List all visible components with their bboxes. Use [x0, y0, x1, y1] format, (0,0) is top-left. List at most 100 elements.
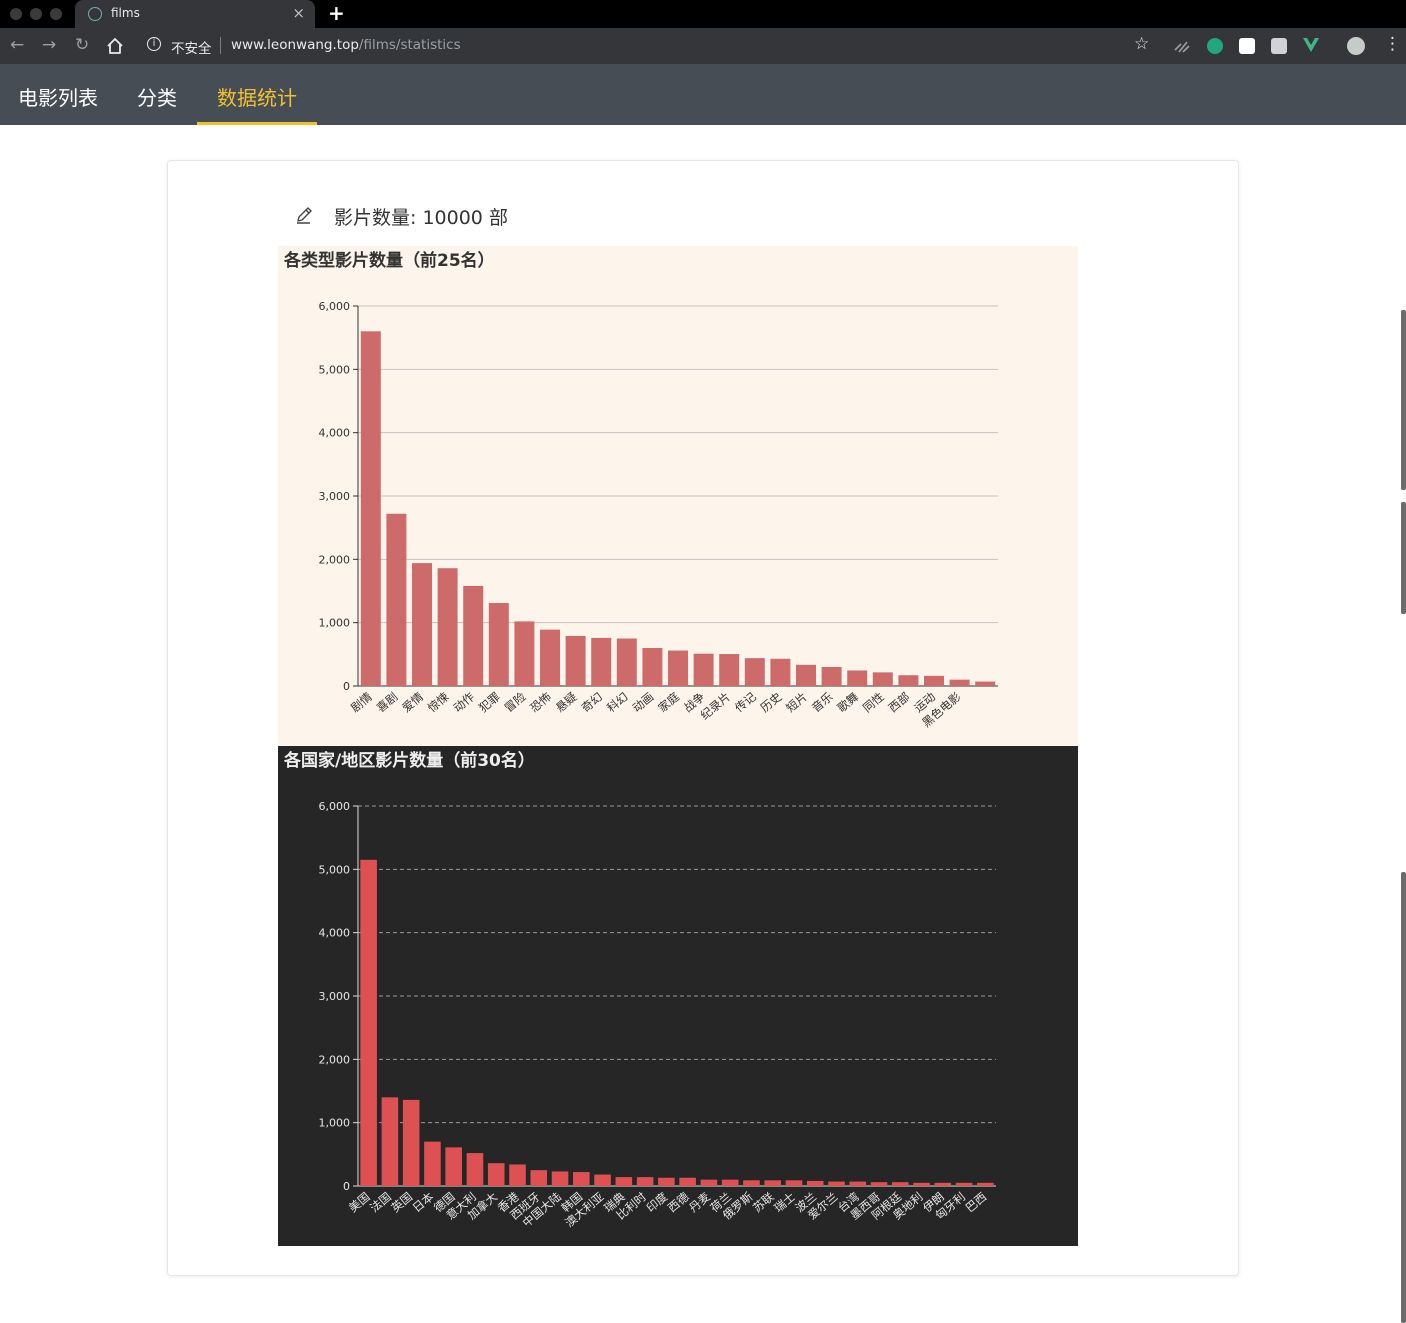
country-bar[interactable]	[785, 1180, 803, 1186]
home-icon[interactable]	[106, 37, 124, 55]
country-bar[interactable]	[594, 1174, 611, 1186]
browser-menu-icon[interactable]: ⋮	[1384, 34, 1401, 54]
bookmark-star-icon[interactable]: ☆	[1134, 34, 1150, 54]
reload-icon[interactable]: ↻	[75, 35, 90, 55]
scrollbar-thumb-lower[interactable]	[1401, 872, 1406, 1323]
genre-bar[interactable]	[488, 603, 509, 686]
country-y-tick-label: 5,000	[319, 863, 351, 876]
browser-toolbar: ← → ↻ i 不安全 www.leonwang.top/films/stati…	[0, 28, 1406, 64]
country-bar[interactable]	[445, 1147, 462, 1186]
back-arrow-icon[interactable]: ←	[10, 35, 25, 55]
site-favicon-icon	[88, 7, 102, 21]
genre-bar[interactable]	[821, 667, 842, 686]
extension-cloud-icon[interactable]	[1239, 38, 1255, 54]
minimize-window-icon[interactable]	[30, 8, 42, 20]
country-bar[interactable]	[679, 1177, 696, 1186]
extension-translate-icon[interactable]	[1271, 38, 1287, 54]
country-bar[interactable]	[530, 1170, 548, 1186]
extension-link-icon[interactable]	[1173, 38, 1191, 54]
country-bar[interactable]	[551, 1171, 569, 1186]
nav-item-statistics[interactable]: 数据统计	[217, 86, 297, 110]
url-host: www.leonwang.top	[231, 37, 359, 53]
genre-y-tick-label: 6,000	[319, 300, 351, 313]
country-bar[interactable]	[402, 1099, 420, 1186]
browser-tab[interactable]: films ×	[75, 0, 315, 28]
genre-bar[interactable]	[642, 648, 663, 686]
country-bar[interactable]	[828, 1181, 845, 1186]
genre-bar[interactable]	[386, 513, 407, 686]
nav-item-categories[interactable]: 分类	[137, 86, 177, 110]
genre-bar[interactable]	[412, 563, 432, 686]
genre-x-category-label: 歌舞	[835, 690, 862, 716]
country-bar[interactable]	[806, 1180, 824, 1186]
country-bar[interactable]	[934, 1182, 952, 1186]
new-tab-icon[interactable]: +	[328, 1, 345, 25]
genre-x-category-label: 喜剧	[374, 690, 401, 716]
genre-bar[interactable]	[668, 650, 688, 686]
country-bar[interactable]	[870, 1182, 888, 1186]
genre-bar[interactable]	[796, 664, 816, 686]
country-bar[interactable]	[764, 1180, 781, 1186]
country-bar[interactable]	[743, 1180, 760, 1186]
genre-bar[interactable]	[872, 672, 893, 686]
genre-bar[interactable]	[693, 653, 714, 686]
genre-bar[interactable]	[898, 675, 919, 686]
genre-x-category-label: 科幻	[604, 690, 631, 716]
genre-bar[interactable]	[591, 637, 612, 686]
extension-m-icon[interactable]	[1207, 38, 1223, 54]
country-bar[interactable]	[892, 1182, 909, 1186]
genre-bar[interactable]	[437, 568, 458, 686]
tab-close-icon[interactable]: ×	[292, 4, 305, 22]
genre-bar[interactable]	[514, 621, 535, 686]
genre-bar[interactable]	[463, 585, 484, 686]
country-bar[interactable]	[381, 1097, 399, 1186]
genre-bar[interactable]	[360, 331, 381, 686]
genre-x-category-label: 西部	[886, 690, 913, 716]
scrollbar-thumb[interactable]	[1401, 310, 1406, 490]
country-bar[interactable]	[721, 1179, 739, 1186]
country-bar[interactable]	[573, 1172, 590, 1186]
country-bar[interactable]	[658, 1177, 675, 1186]
genre-bar[interactable]	[924, 675, 944, 686]
genre-y-tick-label: 2,000	[319, 553, 351, 566]
country-bar[interactable]	[700, 1179, 718, 1186]
country-bar[interactable]	[424, 1141, 441, 1186]
country-bar[interactable]	[360, 859, 377, 1186]
country-bar[interactable]	[955, 1182, 973, 1186]
browser-titlebar: films × +	[0, 0, 1406, 28]
genre-bar[interactable]	[949, 679, 970, 686]
country-bar-chart: 各国家/地区影片数量（前30名） 0 1,000 2,000 3,000 4,000 5,0…	[278, 746, 1078, 1246]
vue-devtools-icon[interactable]	[1303, 38, 1319, 52]
country-bar[interactable]	[849, 1181, 867, 1186]
country-y-tick-label: 1,000	[319, 1117, 351, 1130]
genre-bar[interactable]	[565, 635, 586, 686]
genre-bar[interactable]	[616, 638, 637, 687]
country-bar[interactable]	[615, 1177, 633, 1186]
genre-x-category-label: 冒险	[502, 689, 529, 715]
genre-bar[interactable]	[719, 654, 740, 686]
close-window-icon[interactable]	[10, 8, 22, 20]
profile-avatar-icon[interactable]	[1347, 37, 1365, 55]
genre-bar[interactable]	[847, 670, 868, 686]
country-bar[interactable]	[913, 1182, 930, 1186]
country-bar[interactable]	[509, 1164, 526, 1186]
genre-y-tick-label: 1,000	[319, 617, 351, 630]
genre-x-category-label: 家庭	[655, 689, 682, 715]
genre-bar[interactable]	[975, 681, 996, 686]
forward-arrow-icon[interactable]: →	[42, 35, 57, 55]
country-bar[interactable]	[487, 1163, 505, 1186]
country-bar[interactable]	[466, 1153, 484, 1186]
genre-bar[interactable]	[540, 629, 560, 686]
genre-bar[interactable]	[744, 658, 765, 686]
film-count-unit: 部	[488, 207, 508, 229]
info-icon[interactable]: i	[147, 37, 161, 51]
nav-item-film-list[interactable]: 电影列表	[18, 86, 98, 110]
country-bar[interactable]	[977, 1182, 994, 1186]
country-bar[interactable]	[636, 1177, 654, 1186]
address-url[interactable]: www.leonwang.top/films/statistics	[231, 37, 461, 53]
genre-bar[interactable]	[770, 658, 791, 686]
scrollbar-thumb-secondary[interactable]	[1401, 502, 1406, 614]
site-nav: 电影列表 分类 数据统计	[0, 64, 1406, 125]
genre-x-category-label: 悬疑	[553, 689, 580, 715]
maximize-window-icon[interactable]	[50, 8, 62, 20]
